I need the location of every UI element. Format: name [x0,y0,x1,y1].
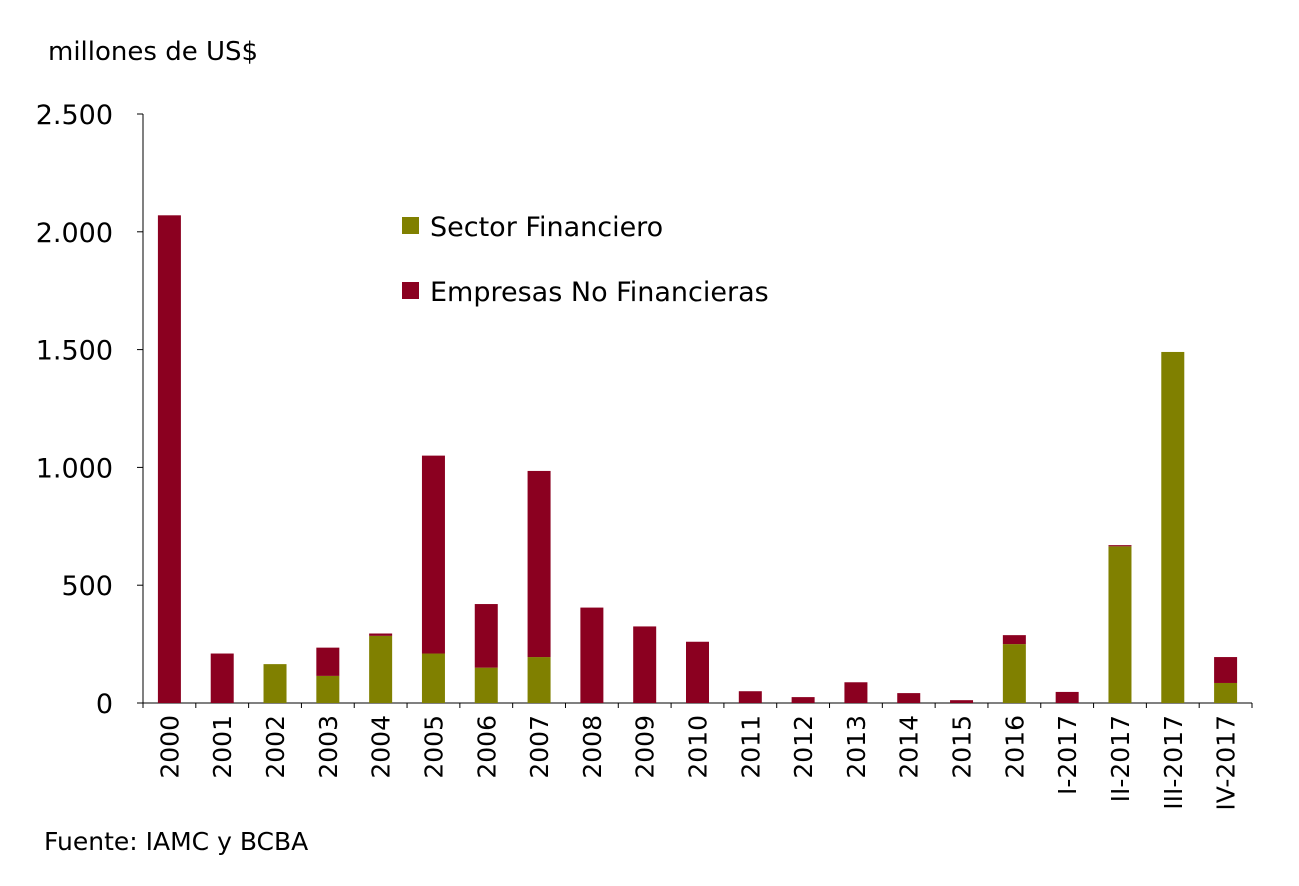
bar-empresas-no-financieras-2005 [421,455,445,654]
bar-empresas-no-financieras-2000 [157,215,181,704]
bar-empresas-no-financieras-2008 [580,607,604,703]
x-tick-label: 2003 [314,715,343,779]
x-tick-label: 2007 [525,715,554,779]
bar-sector-financiero-2006 [474,667,498,703]
bar-empresas-no-financieras-ii-2017 [1108,545,1132,547]
bar-sector-financiero-2003 [316,675,340,703]
bar-empresas-no-financieras-2012 [791,697,815,703]
bar-empresas-no-financieras-2016 [1002,635,1026,645]
x-tick-label: 2011 [736,715,765,779]
bar-empresas-no-financieras-2007 [527,470,551,658]
x-tick-label: III-2017 [1159,715,1188,810]
x-tick-label: 2000 [155,715,184,779]
bar-empresas-no-financieras-2011 [738,691,762,703]
x-tick-label: 2002 [261,715,290,779]
x-axis [142,702,1253,708]
x-tick-label: 2006 [472,715,501,779]
x-tick-label: 2010 [684,715,713,779]
x-tick-label: 2004 [367,715,396,779]
x-tick-label: 2008 [578,715,607,779]
bar-empresas-no-financieras-2014 [897,693,921,703]
y-axis: 0 500 1.000 1.500 2.000 2.500 [36,100,144,720]
y-tick-label: 2.500 [36,100,113,131]
x-tick-label: 2015 [948,715,977,779]
legend-label-empresas-no-financieras: Empresas No Financieras [430,277,769,308]
bar-sector-financiero-iii-2017 [1161,351,1185,703]
y-tick-label: 1.500 [36,336,113,367]
bar-sector-financiero-iv-2017 [1214,682,1238,703]
x-tick-label: 2014 [895,715,924,779]
bar-empresas-no-financieras-2003 [316,647,340,676]
x-tick-label: IV-2017 [1212,715,1241,811]
source-note: Fuente: IAMC y BCBA [44,827,308,856]
x-tick-label: 2012 [789,715,818,779]
x-tick-label: I-2017 [1053,715,1082,795]
legend: Sector Financiero Empresas No Financiera… [402,212,769,308]
bar-sector-financiero-2002 [263,664,287,703]
x-tick-label: 2013 [842,715,871,779]
bar-empresas-no-financieras-2009 [633,626,657,703]
x-tick-label: II-2017 [1106,715,1135,802]
x-tick-label: 2001 [208,715,237,779]
legend-swatch-empresas-no-financieras [402,282,419,299]
bars [157,215,1238,704]
bar-empresas-no-financieras-2004 [369,633,393,636]
legend-label-sector-financiero: Sector Financiero [430,212,663,243]
x-tick-label: 2005 [419,715,448,779]
bar-empresas-no-financieras-2001 [210,653,234,703]
bar-sector-financiero-2007 [527,657,551,703]
bar-empresas-no-financieras-iv-2017 [1214,657,1238,683]
x-tick-label: 2016 [1000,715,1029,779]
bar-empresas-no-financieras-2013 [844,682,868,703]
bar-sector-financiero-2016 [1002,644,1026,703]
bar-empresas-no-financieras-i-2017 [1055,691,1079,703]
bar-empresas-no-financieras-2010 [686,641,709,703]
y-tick-label: 500 [61,571,113,602]
legend-swatch-sector-financiero [402,217,419,234]
bar-sector-financiero-2004 [369,635,393,703]
y-tick-label: 2.000 [36,218,113,249]
bar-sector-financiero-ii-2017 [1108,546,1132,703]
x-axis-labels: 2000 2001 2002 2003 2004 2005 2006 2007 2008 2009… [155,715,1240,811]
x-tick-label: 2009 [631,715,660,779]
bar-sector-financiero-2005 [421,653,445,703]
y-axis-unit-label: millones de US$ [48,37,258,67]
bar-empresas-no-financieras-2006 [474,604,498,668]
bar-empresas-no-financieras-2015 [950,700,974,703]
y-tick-label: 1.000 [36,453,113,484]
y-tick-label: 0 [96,689,113,720]
